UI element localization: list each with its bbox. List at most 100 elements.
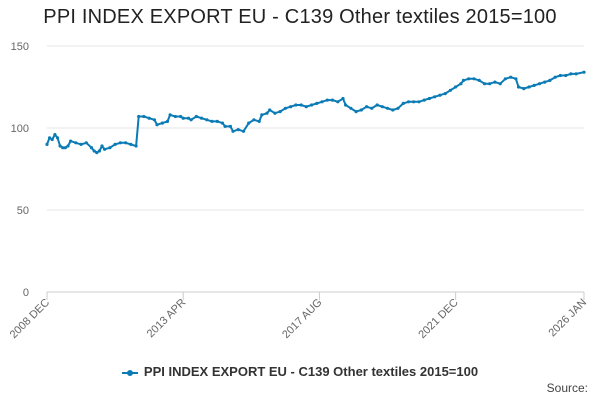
data-point	[522, 87, 526, 91]
data-point	[391, 108, 395, 112]
data-point	[103, 147, 107, 151]
data-point	[433, 95, 437, 99]
data-point	[320, 100, 324, 104]
legend-label: PPI INDEX EXPORT EU - C139 Other textile…	[143, 364, 479, 379]
data-point	[289, 105, 293, 109]
data-point	[147, 116, 151, 120]
data-point	[461, 78, 466, 82]
data-point	[165, 119, 170, 123]
data-point	[220, 121, 225, 125]
data-point	[341, 96, 345, 101]
data-point	[179, 114, 183, 119]
data-point	[448, 88, 452, 92]
data-point	[417, 100, 421, 104]
axes	[46, 291, 585, 300]
data-point	[543, 80, 547, 84]
data-point	[55, 136, 60, 140]
data-point	[118, 141, 122, 145]
y-tick-label: 50	[17, 205, 29, 217]
data-point	[137, 114, 141, 119]
data-point	[108, 146, 112, 150]
data-point	[349, 106, 353, 110]
data-point	[344, 103, 348, 107]
data-point	[553, 75, 557, 79]
data-point	[210, 119, 214, 123]
data-point	[406, 100, 411, 104]
data-point	[558, 73, 563, 78]
x-axis-tick-labels: 2008 DEC 2013 APR 2017 AUG 2021 DEC 2026 JAN	[8, 297, 589, 341]
data-point	[92, 149, 96, 153]
data-point	[173, 114, 177, 119]
data-point	[129, 142, 133, 146]
data-point	[223, 124, 227, 128]
data-point	[412, 100, 416, 104]
series-group	[45, 70, 586, 155]
data-point	[359, 108, 363, 112]
data-point	[84, 141, 88, 145]
data-point	[564, 73, 568, 78]
data-point	[53, 133, 57, 137]
x-tick-label: 2017 AUG	[280, 297, 324, 341]
data-point	[257, 119, 261, 123]
data-point	[45, 142, 49, 146]
data-point	[142, 114, 146, 119]
data-point	[427, 96, 431, 101]
data-point	[89, 146, 94, 150]
data-point	[181, 116, 185, 120]
data-point	[330, 98, 335, 102]
source-label: Source:	[546, 381, 588, 395]
data-point	[443, 92, 447, 96]
data-point	[438, 93, 442, 97]
data-point	[477, 78, 481, 82]
data-point	[252, 118, 256, 122]
data-point	[160, 121, 164, 125]
data-point	[482, 82, 487, 86]
series-line	[46, 71, 585, 154]
data-point	[186, 116, 191, 120]
data-point	[278, 110, 282, 114]
data-point	[498, 82, 502, 86]
data-point	[205, 118, 209, 122]
data-point	[516, 85, 521, 89]
data-point	[155, 123, 159, 127]
data-point	[247, 121, 251, 125]
y-tick-label: 0	[23, 287, 29, 299]
data-point	[74, 141, 78, 145]
data-point	[514, 77, 518, 81]
chart-title: PPI INDEX EXPORT EU - C139 Other textile…	[43, 6, 557, 28]
data-point	[283, 106, 287, 110]
data-point	[231, 129, 235, 133]
data-point	[194, 114, 198, 119]
data-point	[454, 85, 458, 89]
x-tick-label: 2013 APR	[145, 297, 189, 341]
data-point	[488, 82, 492, 86]
data-point	[124, 141, 128, 145]
data-point	[503, 77, 507, 81]
data-point	[310, 103, 314, 107]
data-point	[97, 149, 101, 153]
data-point	[354, 110, 358, 114]
data-point	[63, 146, 67, 150]
data-point	[527, 85, 531, 89]
data-point	[467, 77, 471, 81]
data-point	[66, 144, 70, 148]
y-tick-label: 100	[11, 123, 29, 135]
y-tick-label: 150	[11, 41, 29, 53]
legend[interactable]: PPI INDEX EXPORT EU - C139 Other textile…	[0, 364, 600, 379]
data-point	[532, 83, 536, 87]
data-point	[215, 119, 219, 123]
data-point	[273, 111, 277, 115]
data-point	[537, 82, 542, 86]
data-point	[61, 146, 65, 150]
data-point	[385, 106, 390, 110]
data-point	[574, 72, 578, 76]
data-point	[315, 101, 319, 105]
data-point	[548, 78, 552, 82]
data-point	[265, 111, 269, 115]
data-point	[228, 124, 232, 128]
x-tick-label: 2026 JAN	[546, 297, 589, 340]
data-point	[336, 100, 340, 104]
data-point	[509, 75, 513, 79]
data-point	[50, 137, 54, 142]
